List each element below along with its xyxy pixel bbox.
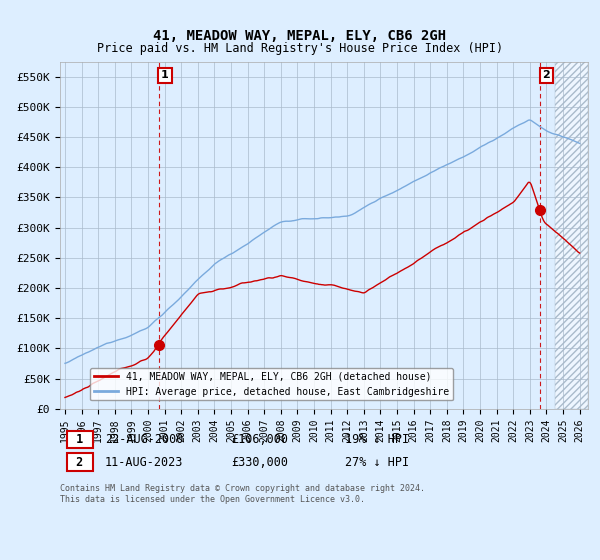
Text: 19% ↓ HPI: 19% ↓ HPI xyxy=(345,433,409,446)
Text: 2: 2 xyxy=(542,71,550,81)
Text: 22-AUG-2000: 22-AUG-2000 xyxy=(105,433,184,446)
Text: Contains HM Land Registry data © Crown copyright and database right 2024.: Contains HM Land Registry data © Crown c… xyxy=(60,484,425,493)
Text: 41, MEADOW WAY, MEPAL, ELY, CB6 2GH: 41, MEADOW WAY, MEPAL, ELY, CB6 2GH xyxy=(154,29,446,44)
Legend: 41, MEADOW WAY, MEPAL, ELY, CB6 2GH (detached house), HPI: Average price, detach: 41, MEADOW WAY, MEPAL, ELY, CB6 2GH (det… xyxy=(90,368,452,400)
Text: 11-AUG-2023: 11-AUG-2023 xyxy=(105,455,184,469)
Text: 2: 2 xyxy=(69,455,91,469)
Text: £330,000: £330,000 xyxy=(231,455,288,469)
Text: Price paid vs. HM Land Registry's House Price Index (HPI): Price paid vs. HM Land Registry's House … xyxy=(97,42,503,55)
Text: 1: 1 xyxy=(161,71,169,81)
Text: 27% ↓ HPI: 27% ↓ HPI xyxy=(345,455,409,469)
Text: £106,000: £106,000 xyxy=(231,433,288,446)
Text: This data is licensed under the Open Government Licence v3.0.: This data is licensed under the Open Gov… xyxy=(60,495,365,504)
Text: 1: 1 xyxy=(69,433,91,446)
